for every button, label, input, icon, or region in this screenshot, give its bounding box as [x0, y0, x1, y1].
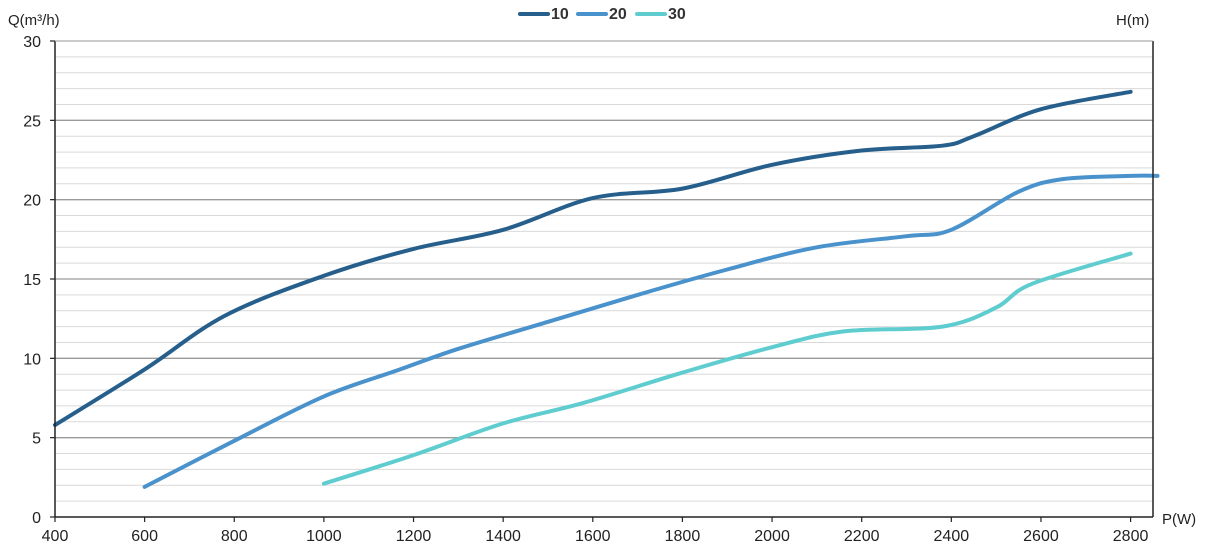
x-tick-label: 2600 [1023, 528, 1059, 545]
x-tick-label: 1000 [306, 528, 342, 545]
x-tick-label: 400 [42, 528, 69, 545]
x-tick-label: 600 [131, 528, 158, 545]
x-tick-label: 1800 [665, 528, 701, 545]
y-tick-label: 20 [23, 193, 41, 210]
y-tick-label: 25 [23, 113, 41, 130]
legend-label-20: 20 [609, 6, 627, 23]
y-tick-label: 0 [32, 510, 41, 527]
plot-frame [50, 40, 1154, 522]
right-axis-title: H(m) [1116, 12, 1149, 29]
grid [55, 56, 1153, 502]
series-lines [53, 89, 1160, 489]
x-tick-label: 1600 [575, 528, 611, 545]
x-tick-label: 2200 [844, 528, 880, 545]
y-tick-label: 10 [23, 351, 41, 368]
legend: 10 20 30 [518, 6, 686, 23]
y-tick-label: 5 [32, 431, 41, 448]
legend-label-10: 10 [551, 6, 569, 23]
series-line-30 [321, 251, 1133, 486]
x-tick-label: 2000 [754, 528, 790, 545]
x-axis-title: P(W) [1162, 511, 1196, 528]
y-axis-title: Q(m³/h) [8, 12, 60, 29]
y-tick-label: 15 [23, 272, 41, 289]
tick-labels: 400 600 800 1000 1200 1400 1600 1800 2000 2200 240… [23, 34, 1148, 545]
x-tick-label: 800 [221, 528, 248, 545]
x-tick-label: 2400 [934, 528, 970, 545]
series-line-20 [142, 173, 1160, 489]
x-tick-label: 1200 [396, 528, 432, 545]
x-tick-label: 2800 [1113, 528, 1149, 545]
x-tick-label: 1400 [485, 528, 521, 545]
y-tick-label: 30 [23, 34, 41, 51]
series-line-10 [53, 89, 1133, 427]
legend-label-30: 30 [668, 6, 686, 23]
